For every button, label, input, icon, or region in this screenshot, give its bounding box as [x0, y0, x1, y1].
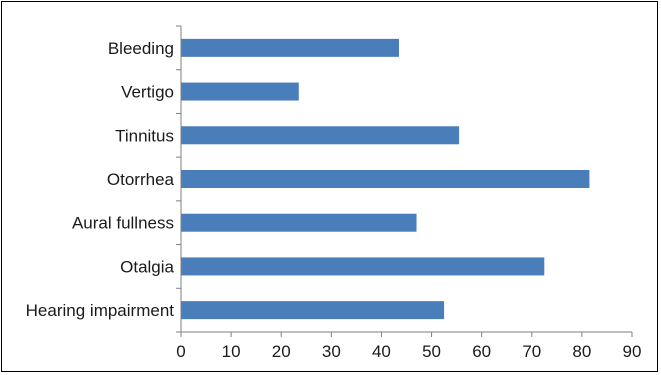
- x-tick-label: 10: [222, 342, 241, 361]
- category-labels: Bleeding Vertigo Tinnitus Otorrhea Aural ful…: [26, 39, 175, 320]
- x-tick-label: 0: [176, 342, 185, 361]
- x-axis-ticks: [180, 332, 633, 337]
- category-label: Bleeding: [108, 39, 174, 58]
- x-tick-label: 40: [372, 342, 391, 361]
- x-tick-label: 70: [522, 342, 541, 361]
- category-label: Hearing impairment: [26, 301, 175, 320]
- bars-group: [181, 38, 590, 320]
- x-tick-label: 50: [422, 342, 441, 361]
- x-tick-label: 20: [272, 342, 291, 361]
- x-tick-label: 90: [623, 342, 642, 361]
- x-tick-label: 80: [572, 342, 591, 361]
- bar-otalgia: [181, 257, 545, 276]
- bar-tinnitus: [181, 126, 460, 145]
- x-tick-label: 60: [472, 342, 491, 361]
- category-label: Tinnitus: [115, 126, 174, 145]
- bar-bleeding: [181, 38, 399, 57]
- category-label: Otalgia: [120, 257, 174, 276]
- bar-vertigo: [181, 82, 299, 101]
- y-axis-ticks: [176, 25, 181, 333]
- x-tick-labels: 0 10 20 30 40 50 60 70 80 90: [176, 342, 641, 361]
- bar-hearing-impairment: [181, 301, 445, 320]
- category-label: Aural fullness: [72, 214, 174, 233]
- category-label: Otorrhea: [107, 170, 175, 189]
- bar-otorrhea: [181, 170, 590, 188]
- bar-aural-fullness: [181, 213, 417, 232]
- x-tick-label: 30: [322, 342, 341, 361]
- category-label: Vertigo: [121, 83, 174, 102]
